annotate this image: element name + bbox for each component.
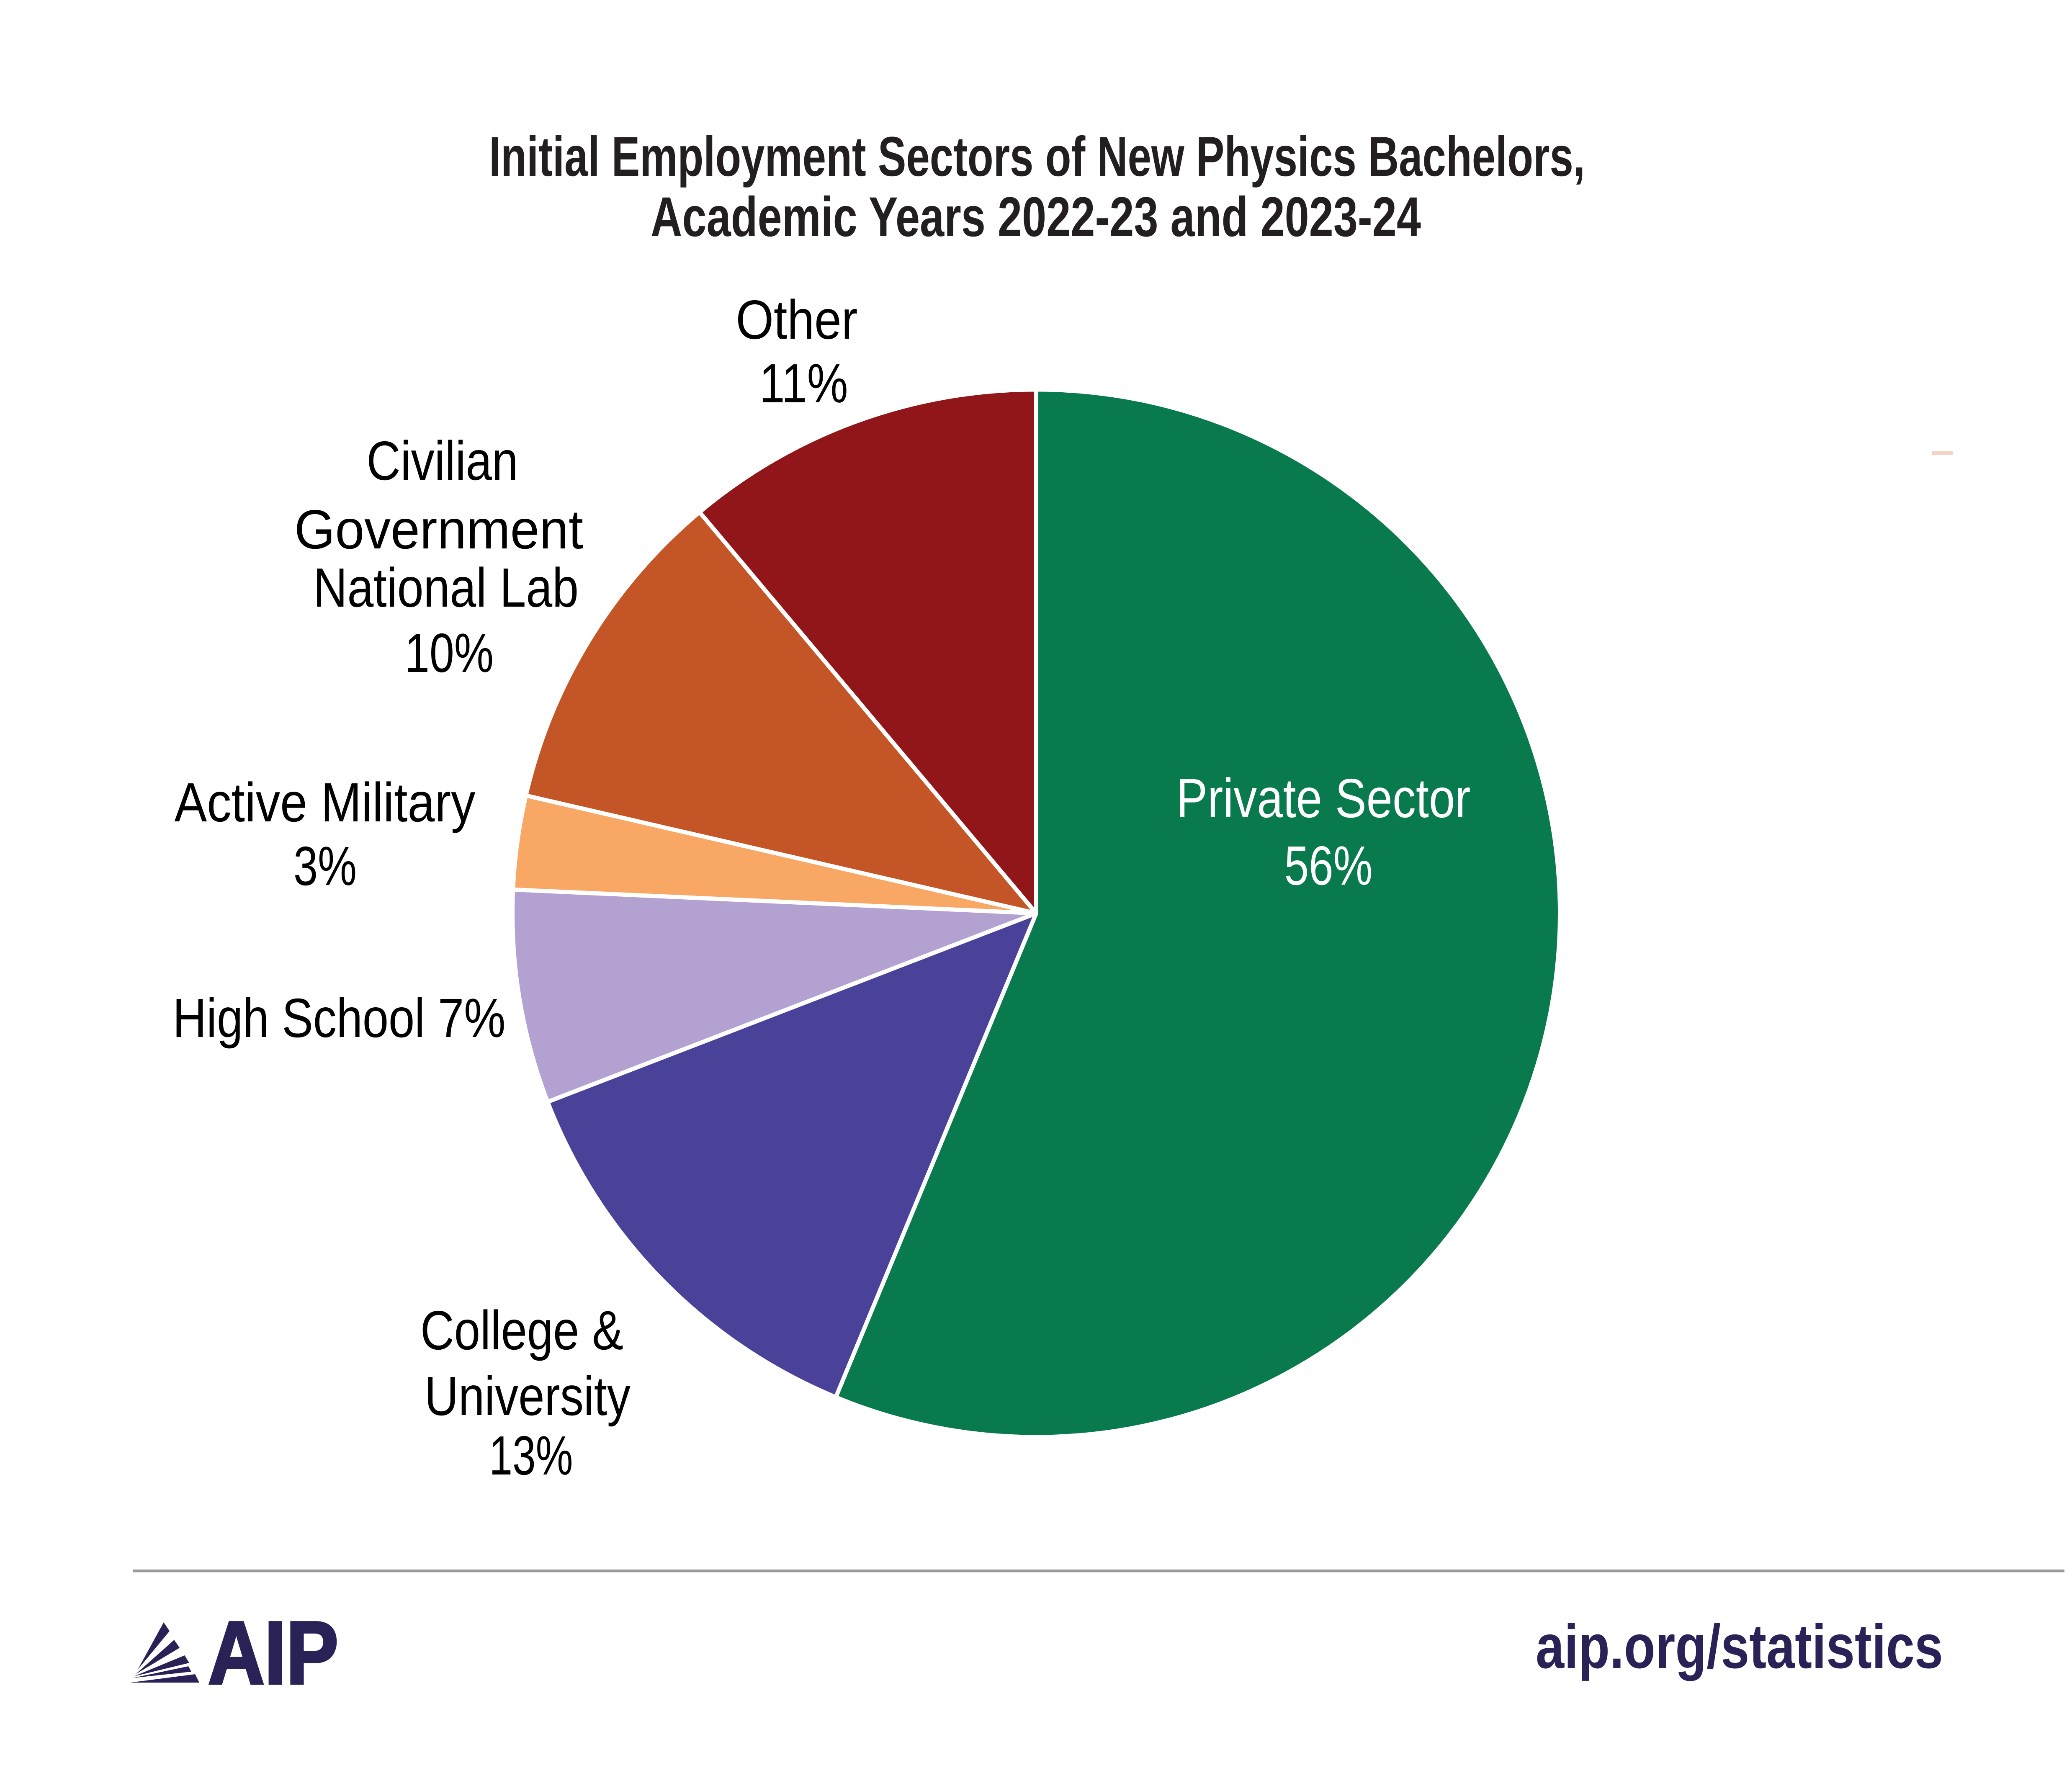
svg-text:National Lab: National Lab — [313, 557, 579, 618]
svg-text:Initial Employment Sectors of: Initial Employment Sectors of New Physic… — [489, 126, 1585, 188]
svg-text:Active Military: Active Military — [175, 772, 476, 833]
svg-text:Civilian: Civilian — [367, 430, 518, 491]
svg-text:13%: 13% — [489, 1425, 573, 1486]
svg-text:56%: 56% — [1284, 835, 1373, 896]
svg-text:3%: 3% — [293, 835, 357, 897]
svg-text:AIP: AIP — [208, 1603, 338, 1702]
svg-text:11%: 11% — [759, 353, 848, 414]
svg-text:College &: College & — [420, 1300, 623, 1361]
svg-text:Government: Government — [294, 499, 583, 560]
svg-text:aip.org/statistics: aip.org/statistics — [1536, 1611, 1943, 1681]
svg-text:10%: 10% — [405, 622, 494, 684]
svg-text:High School 7%: High School 7% — [173, 987, 506, 1049]
svg-text:Private Sector: Private Sector — [1176, 767, 1471, 829]
svg-text:Academic Years 2022-23 and 202: Academic Years 2022-23 and 2023-24 — [651, 186, 1421, 248]
svg-text:University: University — [425, 1365, 631, 1427]
svg-text:Other: Other — [736, 289, 858, 350]
